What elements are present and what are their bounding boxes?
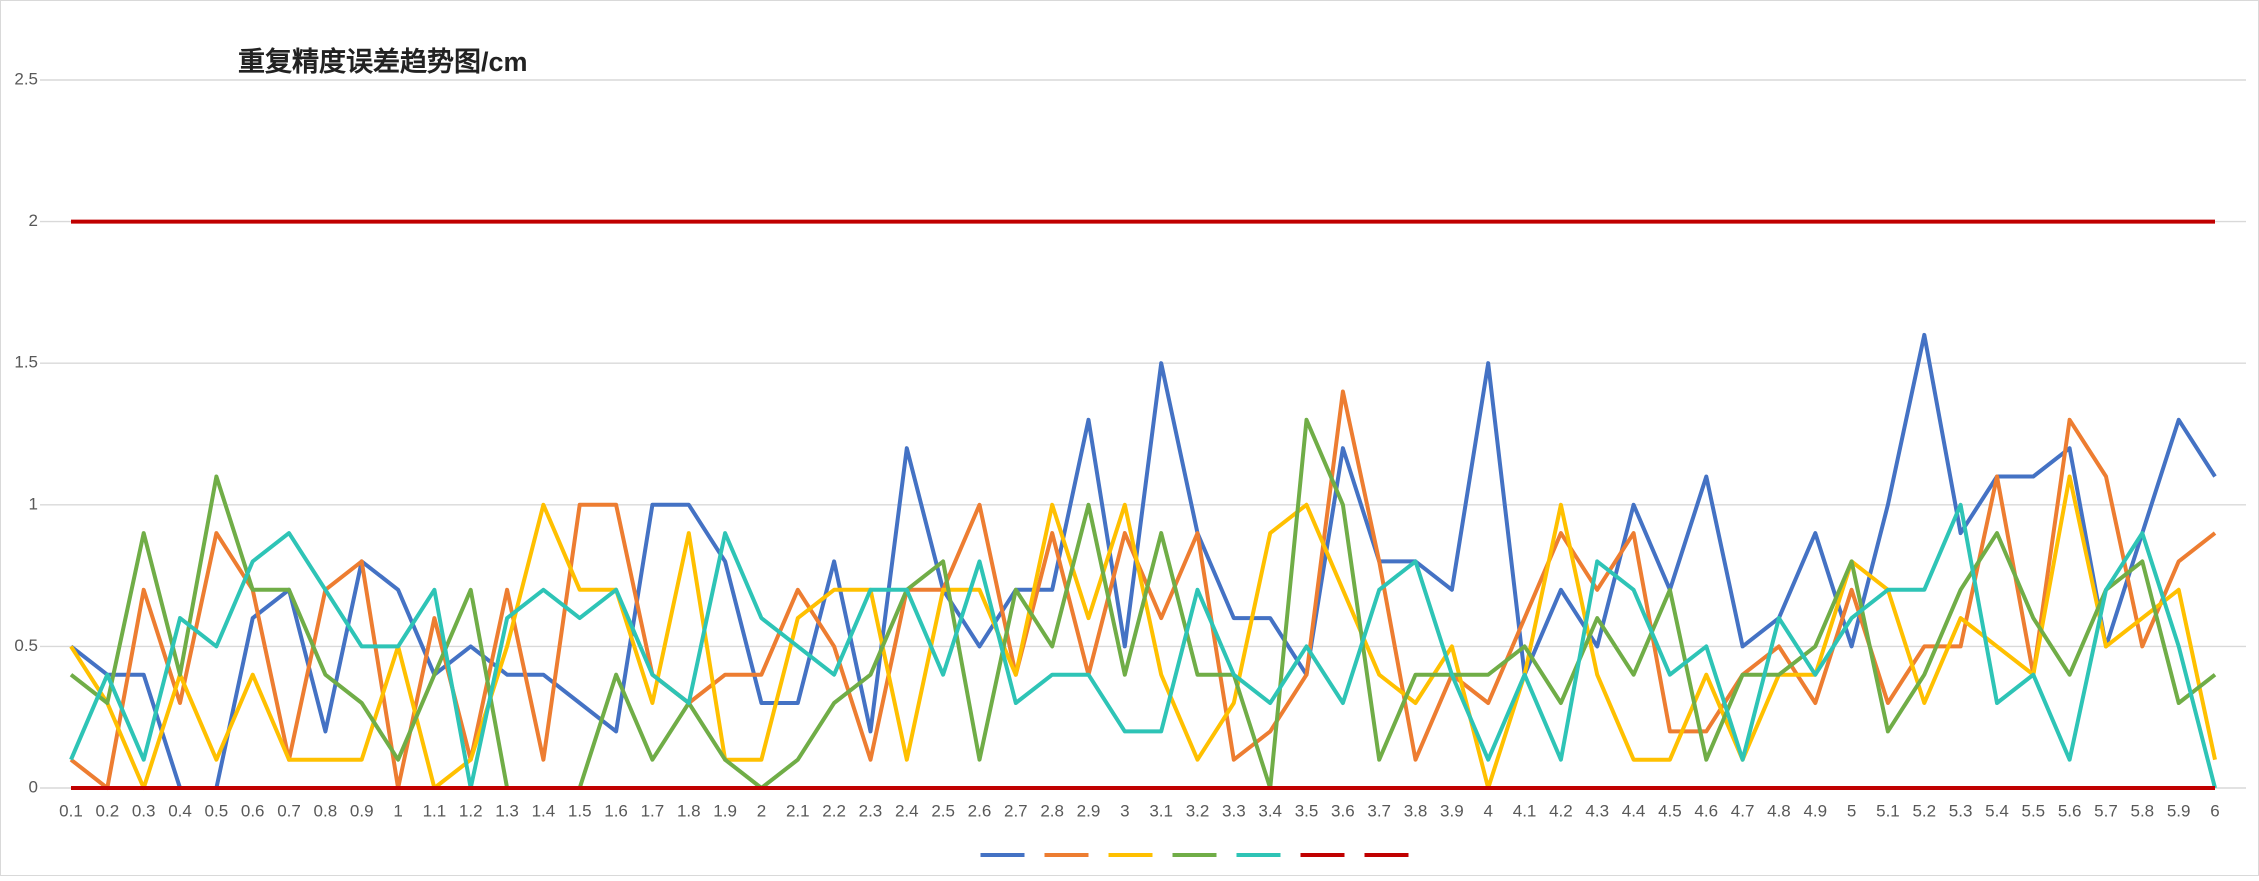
x-tick-label: 1.6	[604, 801, 628, 820]
x-tick-label: 3.8	[1404, 801, 1428, 820]
x-tick-label: 4.9	[1803, 801, 1827, 820]
x-tick-label: 5.4	[1985, 801, 2009, 820]
x-tick-label: 5.7	[2094, 801, 2118, 820]
y-tick-label: 2	[29, 211, 38, 230]
x-tick-label: 3.6	[1331, 801, 1355, 820]
x-tick-label: 2.5	[931, 801, 955, 820]
series-line	[69, 502, 2217, 790]
x-tick-label: 5.1	[1876, 801, 1900, 820]
x-tick-label: 4.6	[1694, 801, 1718, 820]
x-tick-label: 5.6	[2058, 801, 2082, 820]
x-tick-label: 0.2	[96, 801, 120, 820]
x-tick-label: 3.1	[1149, 801, 1173, 820]
x-tick-label: 5	[1847, 801, 1856, 820]
y-tick-label: 2.5	[14, 69, 38, 88]
x-tick-label: 4.2	[1549, 801, 1573, 820]
x-tick-label: 1.3	[495, 801, 519, 820]
y-tick-label: 1	[29, 494, 38, 513]
x-tick-label: 4.4	[1622, 801, 1646, 820]
x-tick-label: 1.4	[532, 801, 556, 820]
x-tick-label: 3.7	[1367, 801, 1391, 820]
x-tick-label: 5.2	[1912, 801, 1936, 820]
x-tick-label: 4	[1483, 801, 1492, 820]
x-tick-label: 6	[2210, 801, 2219, 820]
x-tick-label: 4.5	[1658, 801, 1682, 820]
series-line	[69, 417, 2217, 790]
x-tick-label: 0.4	[168, 801, 192, 820]
y-tick-label: 0.5	[14, 636, 38, 655]
series-line	[69, 389, 2217, 790]
x-tick-label: 3.5	[1295, 801, 1319, 820]
x-tick-label: 1.8	[677, 801, 701, 820]
x-tick-label: 3	[1120, 801, 1129, 820]
x-tick-label: 0.7	[277, 801, 301, 820]
x-tick-label: 0.1	[59, 801, 83, 820]
x-tick-label: 0.9	[350, 801, 374, 820]
x-tick-label: 2.2	[822, 801, 846, 820]
x-tick-label: 1.5	[568, 801, 592, 820]
x-tick-label: 5.8	[2131, 801, 2155, 820]
x-tick-label: 5.3	[1949, 801, 1973, 820]
x-tick-label: 2.8	[1040, 801, 1064, 820]
series-line	[69, 474, 2217, 790]
x-tick-label: 3.9	[1440, 801, 1464, 820]
x-tick-label: 2.3	[859, 801, 883, 820]
series-line	[69, 332, 2217, 790]
x-tick-label: 2.6	[968, 801, 992, 820]
y-tick-label: 1.5	[14, 353, 38, 372]
x-tick-label: 2.9	[1077, 801, 1101, 820]
x-tick-label: 0.6	[241, 801, 265, 820]
x-tick-label: 3.3	[1222, 801, 1246, 820]
x-tick-label: 0.3	[132, 801, 156, 820]
x-tick-label: 2.1	[786, 801, 810, 820]
x-tick-label: 2	[757, 801, 766, 820]
x-tick-label: 1.9	[713, 801, 737, 820]
x-tick-label: 5.5	[2021, 801, 2045, 820]
x-tick-label: 4.8	[1767, 801, 1791, 820]
x-tick-label: 5.9	[2167, 801, 2191, 820]
x-tick-label: 4.7	[1731, 801, 1755, 820]
x-tick-label: 1	[393, 801, 402, 820]
x-tick-label: 3.4	[1258, 801, 1282, 820]
x-tick-label: 1.1	[423, 801, 447, 820]
y-tick-label: 0	[29, 777, 38, 796]
x-tick-label: 4.1	[1513, 801, 1537, 820]
x-tick-label: 0.5	[205, 801, 229, 820]
x-tick-label: 3.2	[1186, 801, 1210, 820]
x-tick-label: 4.3	[1585, 801, 1609, 820]
x-tick-label: 0.8	[314, 801, 338, 820]
x-tick-label: 2.4	[895, 801, 919, 820]
x-tick-label: 1.2	[459, 801, 483, 820]
chart-title: 重复精度误差趋势图/cm	[238, 46, 528, 77]
x-tick-label: 1.7	[641, 801, 665, 820]
x-tick-label: 2.7	[1004, 801, 1028, 820]
